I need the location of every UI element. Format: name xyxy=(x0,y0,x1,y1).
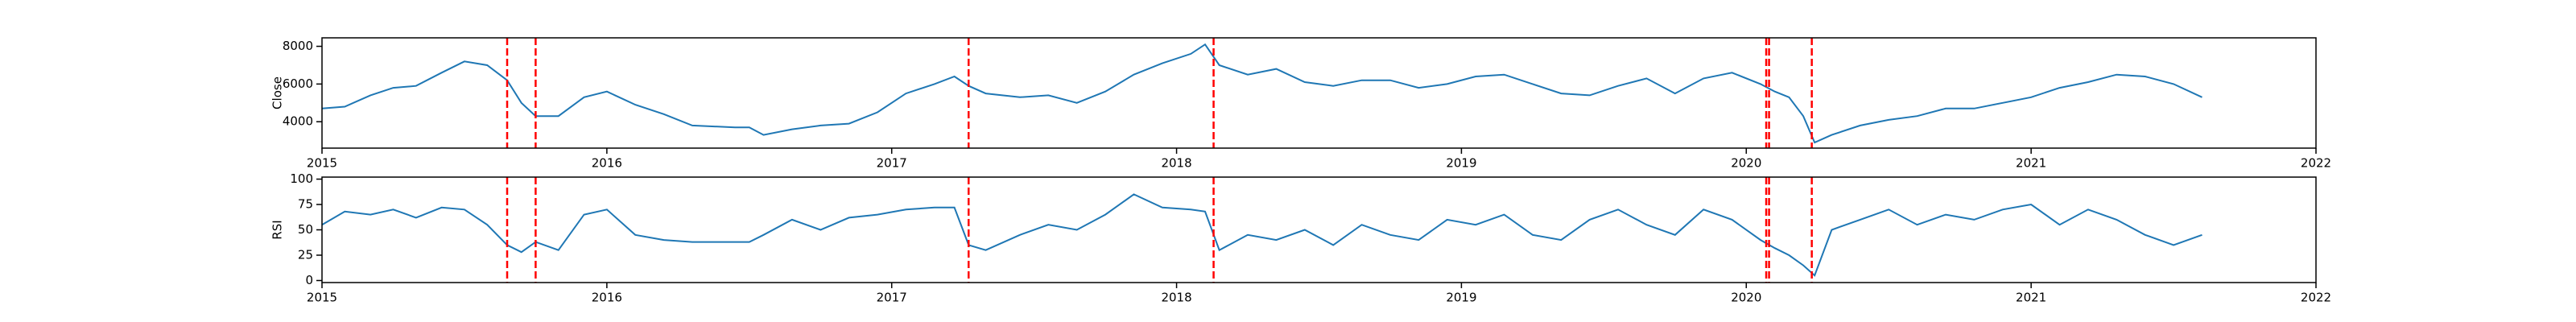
y-tick-label: 0 xyxy=(305,273,313,287)
x-tick-label: 2016 xyxy=(592,291,622,305)
x-tick-label: 2015 xyxy=(307,156,337,171)
x-tick-label: 2021 xyxy=(2016,291,2046,305)
y-tick-label: 4000 xyxy=(283,114,313,129)
x-tick-label: 2017 xyxy=(877,156,907,171)
x-tick-label: 2020 xyxy=(1731,291,1761,305)
y-tick-label: 25 xyxy=(298,247,313,262)
x-tick-label: 2019 xyxy=(1446,291,1476,305)
data-line xyxy=(321,193,2202,277)
data-line xyxy=(321,43,2202,144)
x-tick-label: 2019 xyxy=(1446,156,1476,171)
y-axis-label: Close xyxy=(270,76,285,109)
y-tick-label: 6000 xyxy=(283,76,313,91)
x-tick-label: 2022 xyxy=(2301,291,2331,305)
y-axis-label: RSI xyxy=(270,220,285,239)
y-tick-label: 50 xyxy=(298,222,313,237)
x-tick-label: 2015 xyxy=(307,291,337,305)
x-tick-label: 2018 xyxy=(1161,291,1191,305)
x-tick-label: 2021 xyxy=(2016,156,2046,171)
x-tick-label: 2020 xyxy=(1731,156,1761,171)
x-tick-label: 2017 xyxy=(877,291,907,305)
axes-frame xyxy=(321,176,2317,283)
y-tick-label: 100 xyxy=(290,171,313,186)
x-tick-label: 2022 xyxy=(2301,156,2331,171)
x-tick-label: 2018 xyxy=(1161,156,1191,171)
axes-frame xyxy=(321,37,2317,149)
y-tick-label: 75 xyxy=(298,197,313,212)
y-tick-label: 8000 xyxy=(283,39,313,53)
x-tick-label: 2016 xyxy=(592,156,622,171)
